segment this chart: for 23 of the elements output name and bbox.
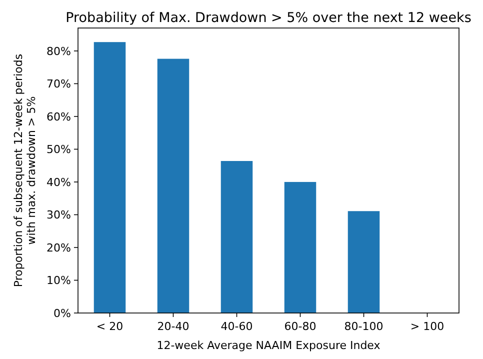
y-axis-title: Proportion of subsequent 12-week periods with max. drawdown > 5% [12, 54, 38, 288]
y-tick-label: 50% [46, 143, 71, 156]
y-tick-label: 80% [46, 44, 71, 58]
bar [284, 182, 316, 313]
y-tick-label: 10% [46, 274, 71, 288]
x-tick-label: 60-80 [284, 320, 316, 333]
y-tick-label: 60% [46, 110, 71, 124]
y-tick-label: 30% [46, 208, 71, 222]
y-tick-label: 20% [46, 241, 71, 254]
bar [157, 58, 190, 313]
bar [348, 211, 380, 313]
x-axis-title: 12-week Average NAAIM Exposure Index [156, 339, 381, 352]
chart-title: Probability of Max. Drawdown > 5% over the next 12 weeks [66, 10, 472, 26]
y-tick-label: 70% [46, 78, 71, 91]
y-tick-label: 40% [46, 176, 71, 189]
x-tick-label: 80-100 [344, 320, 384, 333]
x-tick-label: 40-60 [220, 320, 253, 333]
y-tick-label: 0% [54, 306, 71, 320]
bar [220, 161, 253, 313]
x-tick-label: < 20 [96, 320, 124, 333]
x-tick-label: > 100 [410, 320, 444, 333]
bar [94, 42, 126, 313]
x-tick-label: 20-40 [157, 320, 190, 333]
